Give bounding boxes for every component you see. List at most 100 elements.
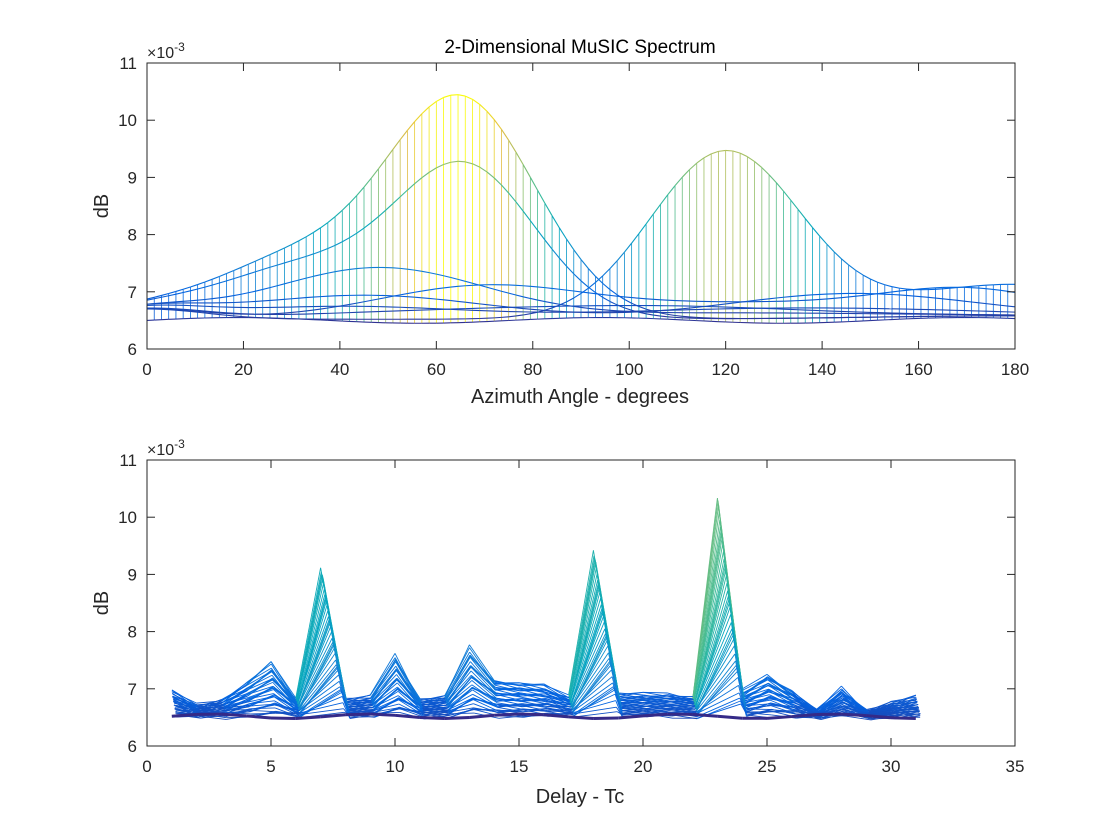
surface-line: [248, 689, 274, 699]
spectrum-curve-segment: [342, 303, 350, 307]
spectrum-curve-segment: [219, 296, 227, 299]
spectrum-curve-segment: [291, 258, 300, 262]
spectrum-curve-segment: [313, 250, 321, 255]
spectrum-curve-segment: [544, 301, 553, 304]
spectrum-curve-segment: [494, 288, 502, 292]
surface-baseline: [444, 715, 470, 721]
surface-line: [668, 694, 694, 700]
spectrum-curve-segment: [306, 296, 314, 299]
surface-line: [771, 708, 797, 715]
spectrum-curve-segment: [638, 297, 647, 300]
surface-line: [374, 707, 400, 713]
surface-line: [299, 674, 340, 712]
spectrum-curve-segment: [558, 227, 567, 240]
surface-line: [867, 705, 893, 712]
surface-line: [620, 702, 646, 707]
spectrum-curve-segment: [392, 267, 401, 269]
spectrum-curve-segment: [971, 285, 979, 287]
surface-line: [371, 678, 398, 703]
spectrum-curve-segment: [465, 161, 473, 165]
surface-line: [520, 687, 545, 694]
spectrum-curve-segment: [595, 308, 603, 311]
surface-line: [299, 686, 341, 714]
surface-line: [740, 703, 748, 716]
surface-line: [693, 563, 726, 705]
spectrum-curve-segment: [855, 294, 864, 297]
spectrum-curve-segment: [580, 259, 589, 269]
x-tick-label: 30: [882, 757, 901, 776]
surface-line: [768, 682, 794, 700]
spectrum-curve-segment: [595, 293, 603, 296]
spectrum-curve-segment: [248, 260, 256, 265]
spectrum-curve-segment: [552, 287, 560, 290]
spectrum-curve-segment: [233, 275, 242, 280]
spectrum-curve-segment: [298, 255, 307, 260]
spectrum-curve-segment: [190, 299, 198, 302]
surface-line: [694, 614, 732, 706]
spectrum-curve-segment: [559, 288, 567, 291]
surface-line: [695, 645, 735, 710]
spectrum-curve-segment: [819, 235, 828, 245]
spectrum-curve-segment: [436, 287, 444, 290]
spectrum-curve-segment: [522, 210, 531, 222]
surface-line: [198, 703, 223, 708]
surface-line: [398, 697, 424, 713]
spectrum-curve-segment: [428, 167, 437, 173]
y-tick-label: 6: [128, 340, 137, 359]
y-tick-label: 11: [119, 54, 137, 73]
surface-line: [296, 610, 329, 703]
spectrum-curve-segment: [682, 315, 690, 318]
surface-line: [200, 711, 226, 714]
x-tick-label: 10: [386, 757, 405, 776]
spectrum-curve-segment: [457, 285, 466, 287]
surface-line: [736, 671, 747, 713]
y-tick-label: 7: [128, 283, 137, 302]
spectrum-curve-segment: [349, 232, 358, 239]
spectrum-curve-segment: [913, 295, 922, 298]
spectrum-curve-segment: [783, 190, 792, 201]
spectrum-curve-segment: [276, 247, 285, 252]
spectrum-curve-segment: [450, 276, 459, 280]
x-tick-label: 5: [266, 757, 275, 776]
spectrum-curve-segment: [848, 264, 857, 271]
surface-line: [346, 699, 372, 702]
spectrum-curve-segment: [190, 310, 198, 312]
spectrum-curve-segment: [472, 98, 481, 105]
surface-line: [572, 682, 613, 713]
surface-line: [399, 708, 425, 718]
spectrum-curve-segment: [486, 286, 495, 290]
spectrum-curve-segment: [204, 312, 213, 315]
spectrum-curve-segment: [725, 302, 733, 305]
surface-baseline: [766, 715, 792, 720]
surface-line: [345, 694, 371, 701]
surface-line: [573, 711, 618, 718]
spectrum-curve-segment: [645, 213, 654, 225]
surface-baseline: [394, 713, 420, 719]
spectrum-curve-segment: [602, 268, 611, 277]
surface-line: [295, 582, 325, 701]
delay-y-label: dB: [91, 591, 113, 615]
surface-baseline: [246, 714, 272, 720]
spectrum-curve-segment: [465, 301, 473, 304]
spectrum-curve-segment: [754, 161, 763, 169]
spectrum-curve-segment: [501, 290, 509, 294]
spectrum-curve-segment: [551, 248, 560, 259]
surface-line: [271, 669, 298, 703]
surface-line: [546, 697, 572, 708]
spectrum-curve-segment: [646, 298, 654, 300]
spectrum-curve-segment: [269, 264, 278, 268]
surface-line: [201, 715, 227, 720]
spectrum-curve-segment: [725, 149, 733, 152]
surface-line: [746, 712, 772, 716]
surface-line: [569, 604, 602, 703]
surface-baseline: [518, 712, 544, 717]
surface-line: [272, 677, 298, 705]
spectrum-curve-segment: [421, 106, 430, 115]
surface-line: [520, 689, 546, 697]
spectrum-curve-segment: [558, 257, 567, 267]
spectrum-curve-segment: [400, 292, 408, 296]
surface-line: [445, 661, 471, 699]
spectrum-curve-segment: [371, 298, 379, 301]
y-tick-label: 10: [118, 111, 137, 130]
spectrum-curve-segment: [949, 299, 958, 301]
